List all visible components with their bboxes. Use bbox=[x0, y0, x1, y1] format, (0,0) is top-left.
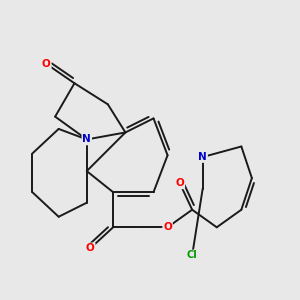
Text: O: O bbox=[42, 59, 51, 69]
Text: N: N bbox=[198, 152, 207, 162]
Text: O: O bbox=[176, 178, 184, 188]
Text: N: N bbox=[82, 134, 91, 145]
Text: O: O bbox=[163, 222, 172, 232]
Text: O: O bbox=[86, 243, 95, 254]
Text: Cl: Cl bbox=[187, 250, 197, 260]
